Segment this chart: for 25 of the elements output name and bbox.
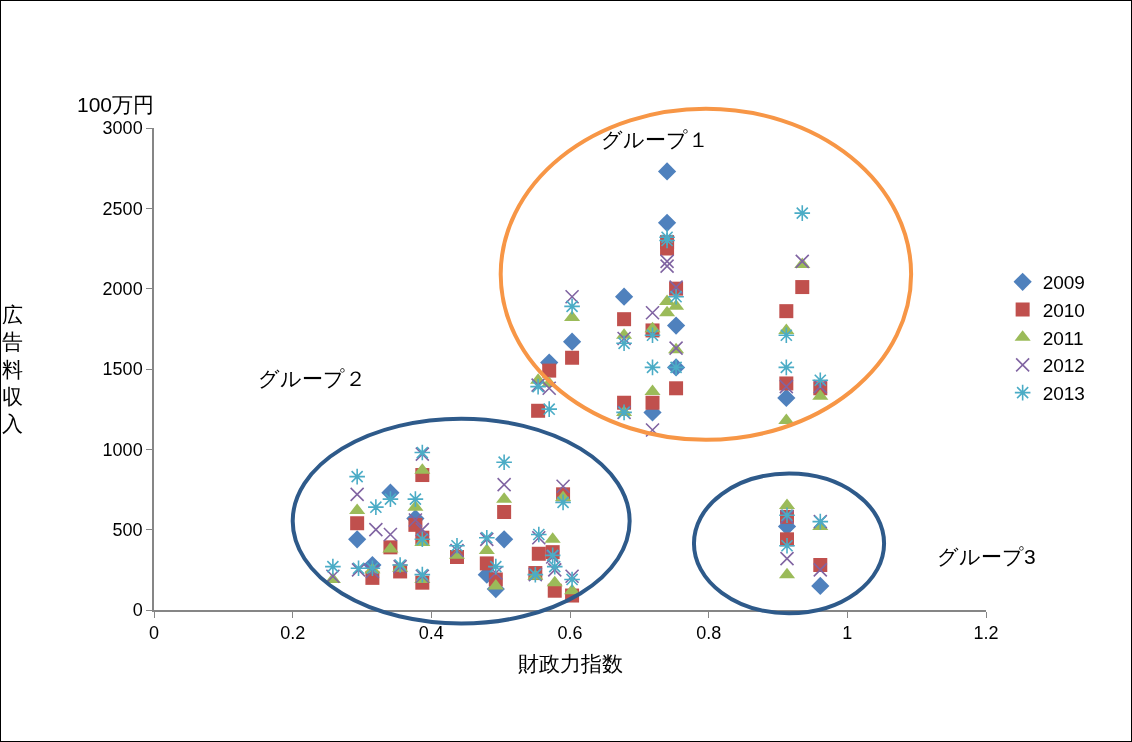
legend-label: 2009 <box>1042 272 1085 294</box>
y-tick-label: 2500 <box>102 198 143 219</box>
annotation: グループ１ <box>601 128 709 152</box>
y-tick-label: 1500 <box>102 359 143 380</box>
legend-label: 2010 <box>1042 299 1085 321</box>
legend-label: 2012 <box>1042 355 1085 377</box>
x-axis-title: 財政力指数 <box>517 652 623 677</box>
x-tick-label: 1 <box>842 623 853 644</box>
x-tick-label: 0.4 <box>418 623 444 644</box>
annotation: グループ２ <box>258 367 366 391</box>
x-tick-label: 0 <box>148 623 160 644</box>
y-tick-label: 1000 <box>102 439 143 460</box>
x-tick-label: 1.2 <box>973 623 999 644</box>
y-tick-label: 500 <box>112 519 143 540</box>
text: 100万円 <box>77 93 155 116</box>
y-axis-title: 広告料収入 <box>2 303 23 437</box>
y-tick-label: 2000 <box>102 278 143 299</box>
x-tick-label: 0.2 <box>280 623 306 644</box>
annotation: グループ3 <box>937 545 1036 568</box>
legend-label: 2011 <box>1042 327 1084 349</box>
y-tick-label: 3000 <box>102 118 143 139</box>
legend-label: 2013 <box>1042 383 1085 405</box>
y-tick-label: 0 <box>132 600 143 621</box>
x-tick-label: 0.8 <box>696 623 722 644</box>
x-tick-label: 0.6 <box>557 623 583 644</box>
